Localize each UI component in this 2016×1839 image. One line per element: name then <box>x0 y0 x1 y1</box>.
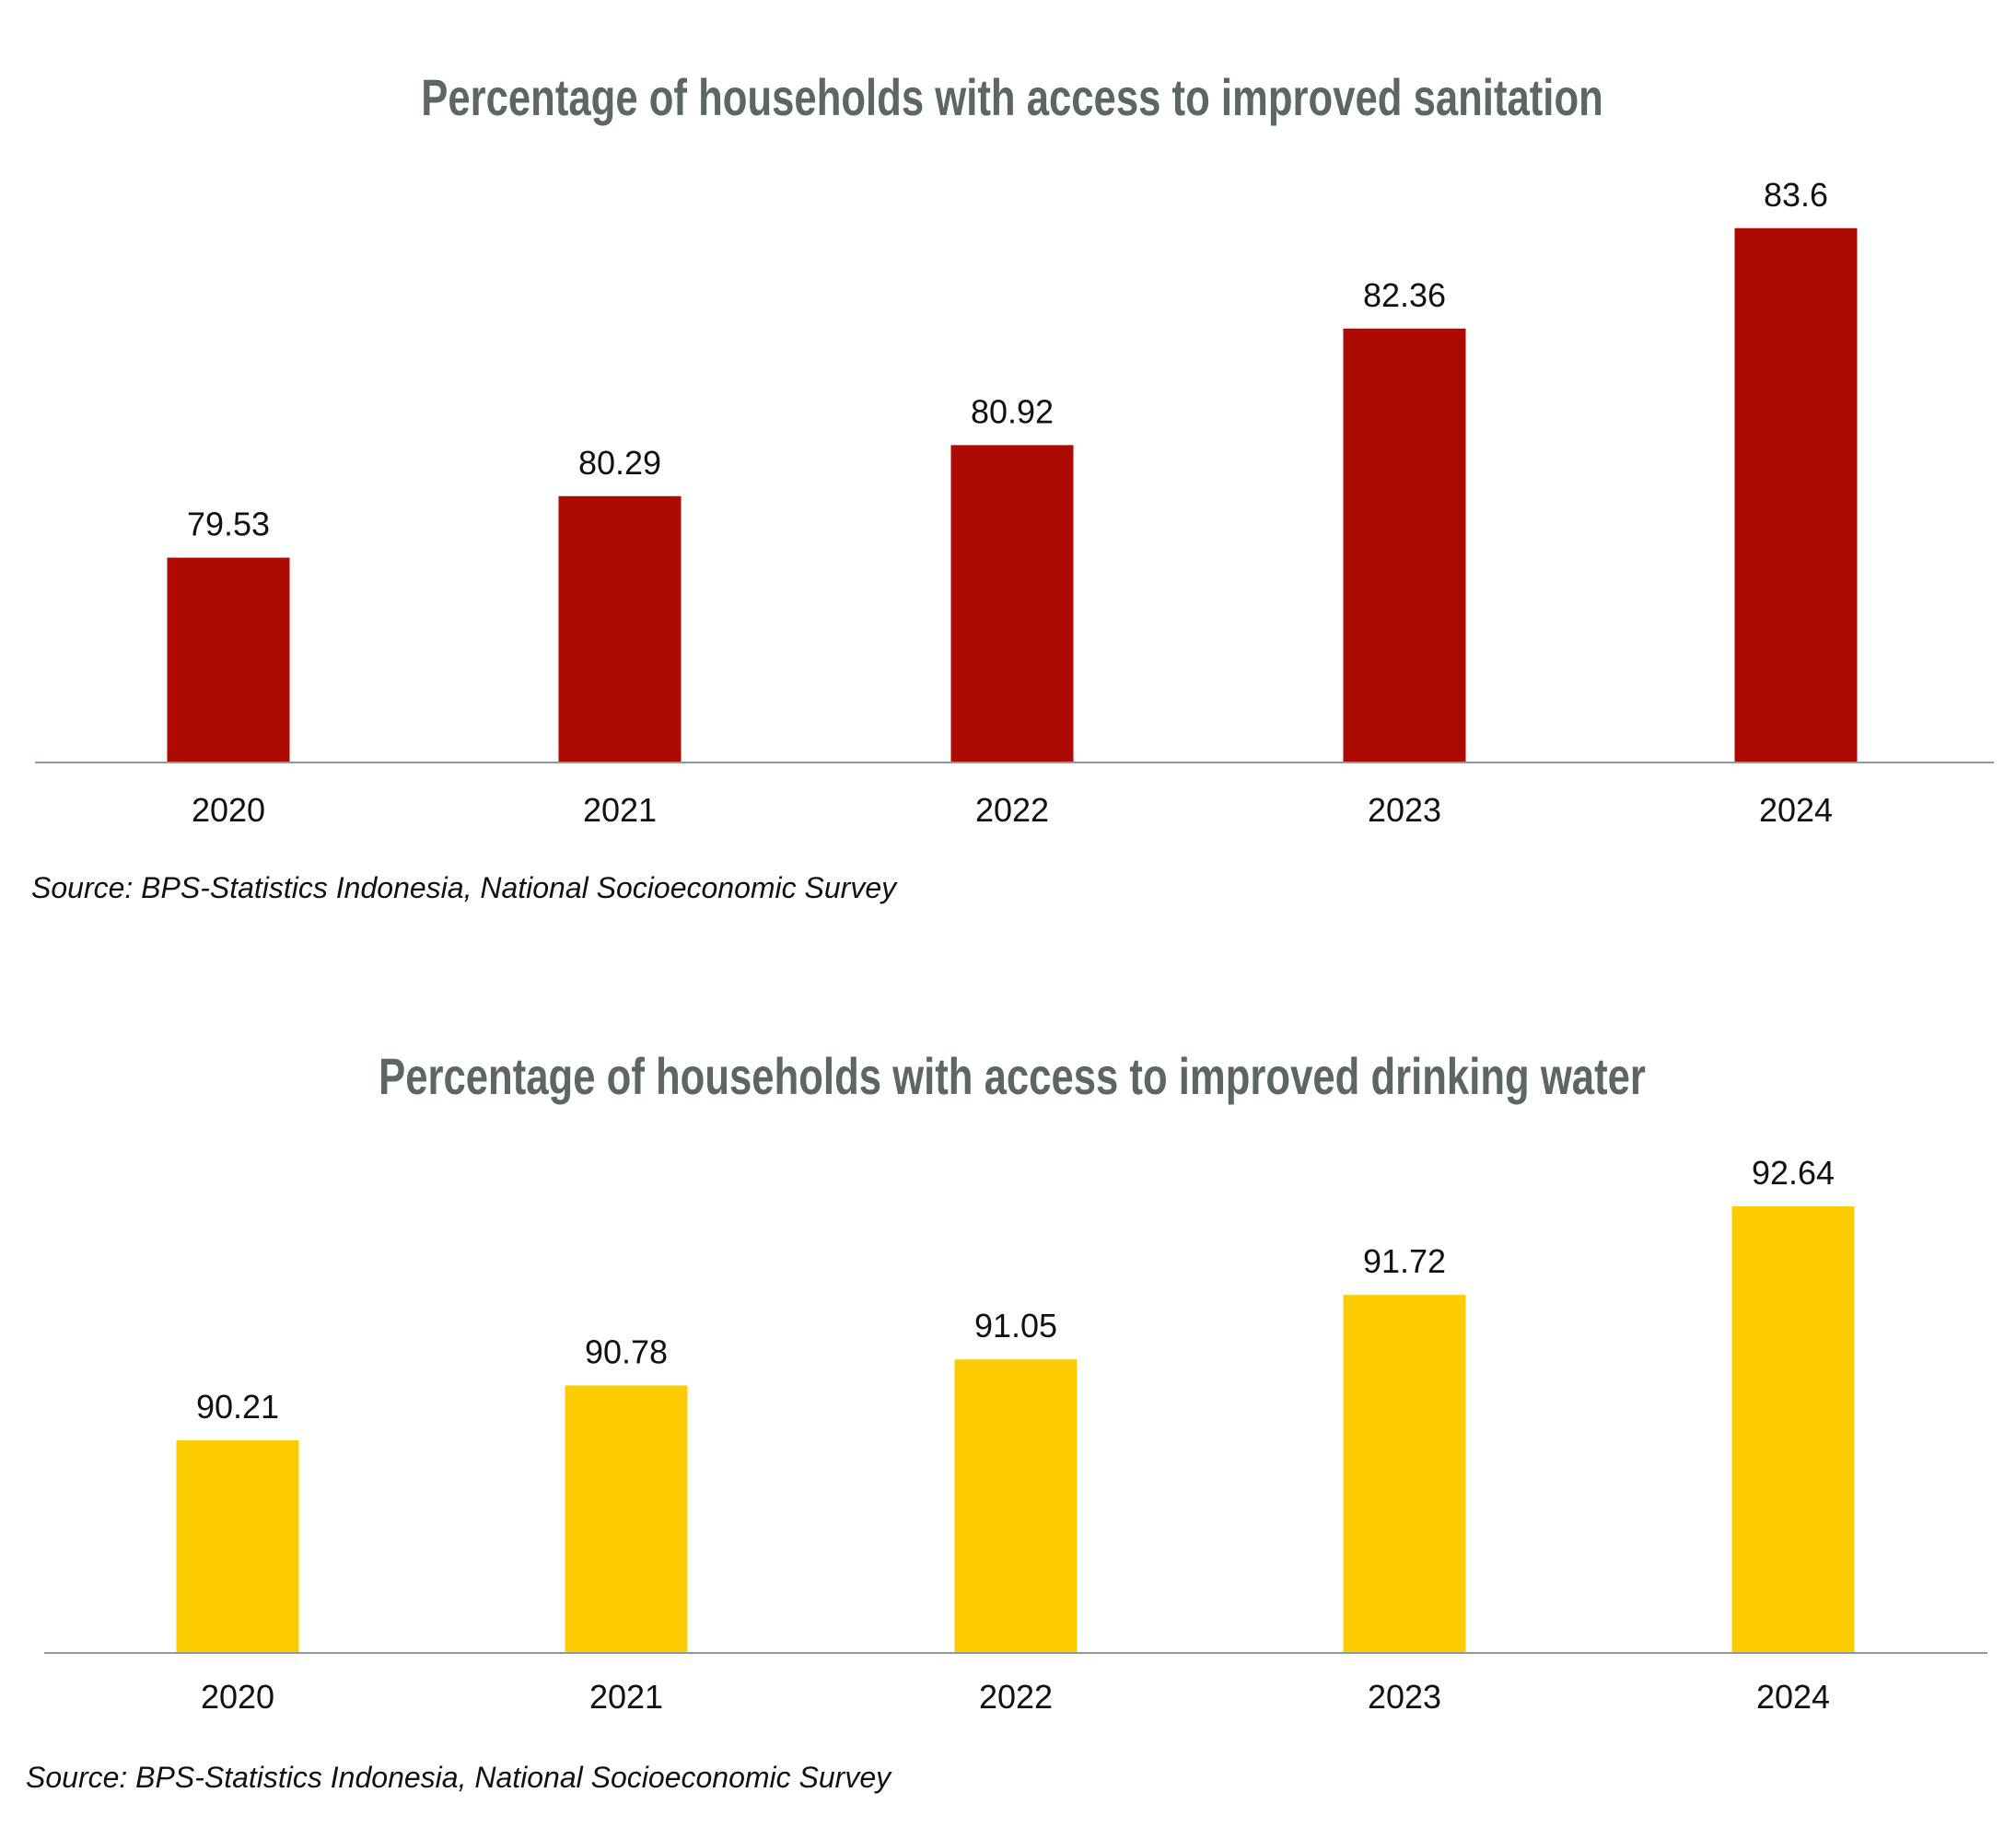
data-label-2023: 82.36 <box>1363 276 1446 314</box>
bar-2022 <box>950 445 1074 762</box>
source-note: Source: BPS-Statistics Indonesia, Nation… <box>31 871 898 904</box>
bar-2023 <box>1343 1295 1466 1653</box>
drinking-water-chart: Percentage of households with access to … <box>26 1048 1987 1794</box>
bar-2021 <box>565 1385 688 1653</box>
chart-title: Percentage of households with access to … <box>421 69 1603 126</box>
x-tick-label-2023: 2023 <box>1368 1678 1441 1716</box>
x-tick-label-2022: 2022 <box>975 791 1049 829</box>
bar-2023 <box>1343 328 1466 762</box>
x-tick-label-2024: 2024 <box>1756 1678 1830 1716</box>
bar-2022 <box>954 1359 1078 1653</box>
x-tick-label-2020: 2020 <box>201 1678 274 1716</box>
chart-title: Percentage of households with access to … <box>379 1048 1646 1105</box>
data-label-2024: 83.6 <box>1764 176 1828 214</box>
x-tick-label-2021: 2021 <box>589 1678 663 1716</box>
bar-2021 <box>558 495 682 762</box>
data-label-2023: 91.72 <box>1363 1242 1446 1280</box>
bar-2020 <box>176 1440 299 1653</box>
data-label-2020: 90.21 <box>196 1388 279 1426</box>
x-tick-label-2021: 2021 <box>583 791 657 829</box>
data-label-2022: 80.92 <box>971 392 1054 430</box>
x-tick-label-2020: 2020 <box>192 791 265 829</box>
x-tick-label-2022: 2022 <box>979 1678 1053 1716</box>
bar-2020 <box>167 557 290 762</box>
bar-2024 <box>1734 227 1858 762</box>
data-label-2022: 91.05 <box>974 1307 1057 1344</box>
data-label-2020: 79.53 <box>187 506 270 543</box>
source-note: Source: BPS-Statistics Indonesia, Nation… <box>26 1761 892 1794</box>
x-tick-label-2024: 2024 <box>1759 791 1833 829</box>
bar-2024 <box>1731 1206 1855 1653</box>
data-label-2024: 92.64 <box>1752 1154 1835 1192</box>
sanitation-chart: Percentage of households with access to … <box>31 69 1994 904</box>
x-tick-label-2023: 2023 <box>1368 791 1441 829</box>
data-label-2021: 90.78 <box>585 1333 668 1370</box>
data-label-2021: 80.29 <box>578 444 661 482</box>
